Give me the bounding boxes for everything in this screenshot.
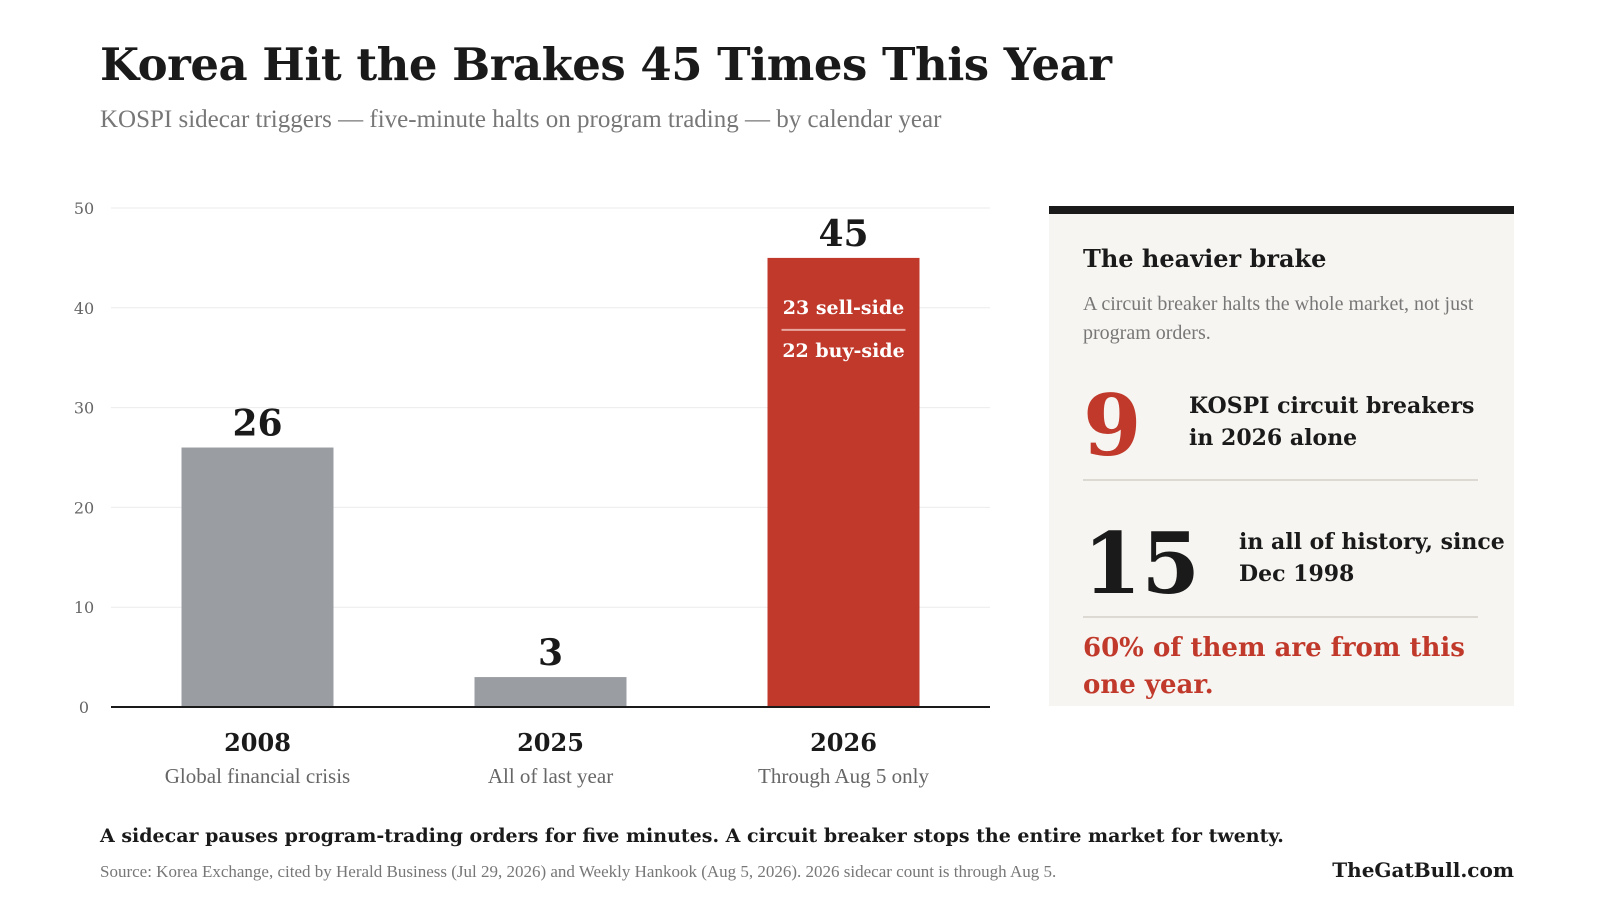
panel-divider	[1083, 616, 1478, 618]
x-category-label: 2008	[224, 728, 291, 757]
x-category-label: 2025	[517, 728, 584, 757]
chart-subtitle: KOSPI sidecar triggers — five-minute hal…	[100, 106, 942, 133]
bar-breakdown-sell-side: 23 sell-side	[783, 297, 904, 319]
footnote: A sidecar pauses program-trading orders …	[100, 825, 1284, 847]
stat-circuit-breakers-history-number: 15	[1083, 514, 1200, 613]
stat-circuit-breakers-2026-number: 9	[1083, 376, 1142, 475]
x-category-label: 2026	[810, 728, 877, 757]
x-category-note: Through Aug 5 only	[758, 764, 929, 788]
bar-breakdown-buy-side: 22 buy-side	[782, 340, 904, 362]
source-note: Source: Korea Exchange, cited by Herald …	[100, 862, 1057, 881]
bar-value-label: 45	[818, 213, 868, 255]
y-tick-label: 0	[79, 698, 89, 717]
bar-value-label: 3	[538, 632, 563, 674]
panel-description: A circuit breaker halts the whole market…	[1083, 293, 1474, 344]
y-tick-label: 30	[74, 399, 94, 418]
y-tick-label: 20	[74, 498, 94, 517]
panel-divider	[1083, 479, 1478, 481]
bar-2025	[474, 677, 627, 707]
x-category-note: Global financial crisis	[165, 764, 350, 788]
info-panel: The heavier brake A circuit breaker halt…	[1049, 206, 1514, 706]
y-tick-label: 50	[74, 199, 94, 218]
bar-value-label: 26	[232, 403, 282, 445]
y-tick-label: 40	[74, 299, 94, 318]
x-category-note: All of last year	[488, 764, 613, 788]
panel-heading: The heavier brake	[1083, 244, 1327, 273]
bar-2026	[767, 257, 920, 707]
bar-2008	[181, 447, 334, 707]
panel-highlight: 60% of them are from this one year.	[1083, 633, 1465, 700]
chart-title: Korea Hit the Brakes 45 Times This Year	[100, 38, 1112, 91]
bar-chart: 0 10 20 30 40 50 26 2008 Global financial crisis…	[74, 199, 990, 788]
stat-circuit-breakers-2026-text: KOSPI circuit breakers in 2026 alone	[1189, 393, 1475, 451]
y-tick-label: 10	[74, 598, 94, 617]
stat-circuit-breakers-history-text: in all of history, since Dec 1998	[1239, 529, 1505, 587]
brand-link[interactable]: TheGatBull.com	[1332, 858, 1514, 882]
